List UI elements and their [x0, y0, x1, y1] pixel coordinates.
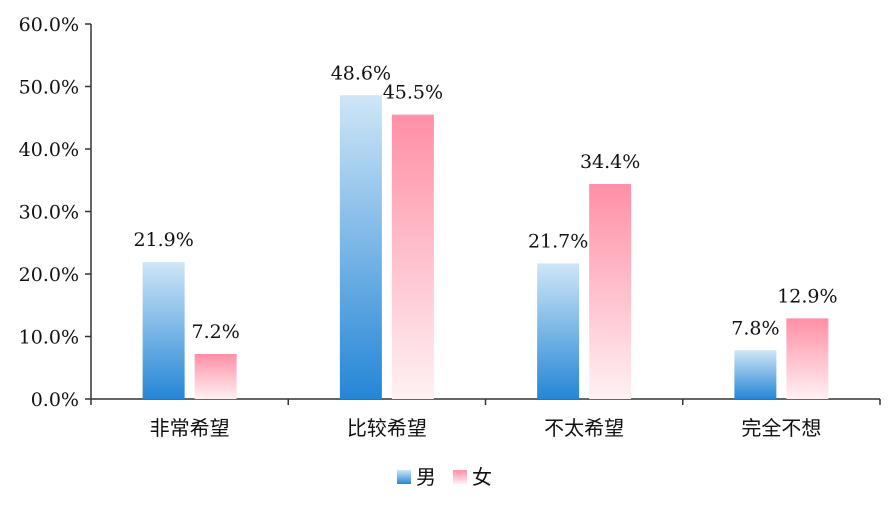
- legend-swatch: [397, 470, 411, 484]
- male-bar: [142, 262, 185, 399]
- x-category-label: 不太希望: [544, 416, 624, 440]
- female-bar: [589, 184, 632, 399]
- x-category-label: 比较希望: [347, 416, 427, 440]
- legend-label: 女: [472, 465, 492, 489]
- y-axis: 0.0% 10.0% 20.0% 30.0% 40.0% 50.0% 60.0%: [19, 14, 92, 411]
- data-label: 34.4%: [580, 151, 640, 173]
- data-label: 12.9%: [777, 285, 837, 307]
- data-label: 21.9%: [133, 229, 193, 251]
- data-label: 7.8%: [731, 317, 779, 339]
- y-tick-label: 50.0%: [19, 77, 79, 99]
- y-tick-label: 60.0%: [19, 14, 79, 36]
- data-label: 48.6%: [331, 62, 391, 84]
- male-bar: [734, 350, 777, 399]
- y-tick-label: 30.0%: [19, 202, 79, 224]
- female-bar: [391, 114, 434, 399]
- y-tick-label: 40.0%: [19, 139, 79, 161]
- data-label: 21.7%: [528, 230, 588, 252]
- female-bar: [194, 354, 237, 399]
- bars: [142, 95, 829, 399]
- data-labels: 21.9% 48.6% 21.7% 7.8% 7.2% 45.5% 34.4% 12.9%: [133, 62, 837, 343]
- y-tick-label: 0.0%: [31, 389, 79, 411]
- y-tick-label: 10.0%: [19, 327, 79, 349]
- legend-swatch: [453, 470, 467, 484]
- male-bar: [537, 263, 580, 399]
- x-axis: 非常希望 比较希望 不太希望 完全不想: [90, 398, 881, 440]
- data-label: 45.5%: [383, 82, 443, 104]
- x-category-label: 完全不想: [741, 416, 821, 440]
- data-label: 7.2%: [191, 321, 239, 343]
- y-tick-label: 20.0%: [19, 264, 79, 286]
- legend: 男女: [397, 465, 492, 489]
- male-bar: [339, 95, 382, 399]
- female-bar: [786, 318, 829, 399]
- legend-label: 男: [416, 465, 436, 489]
- x-category-label: 非常希望: [150, 416, 230, 440]
